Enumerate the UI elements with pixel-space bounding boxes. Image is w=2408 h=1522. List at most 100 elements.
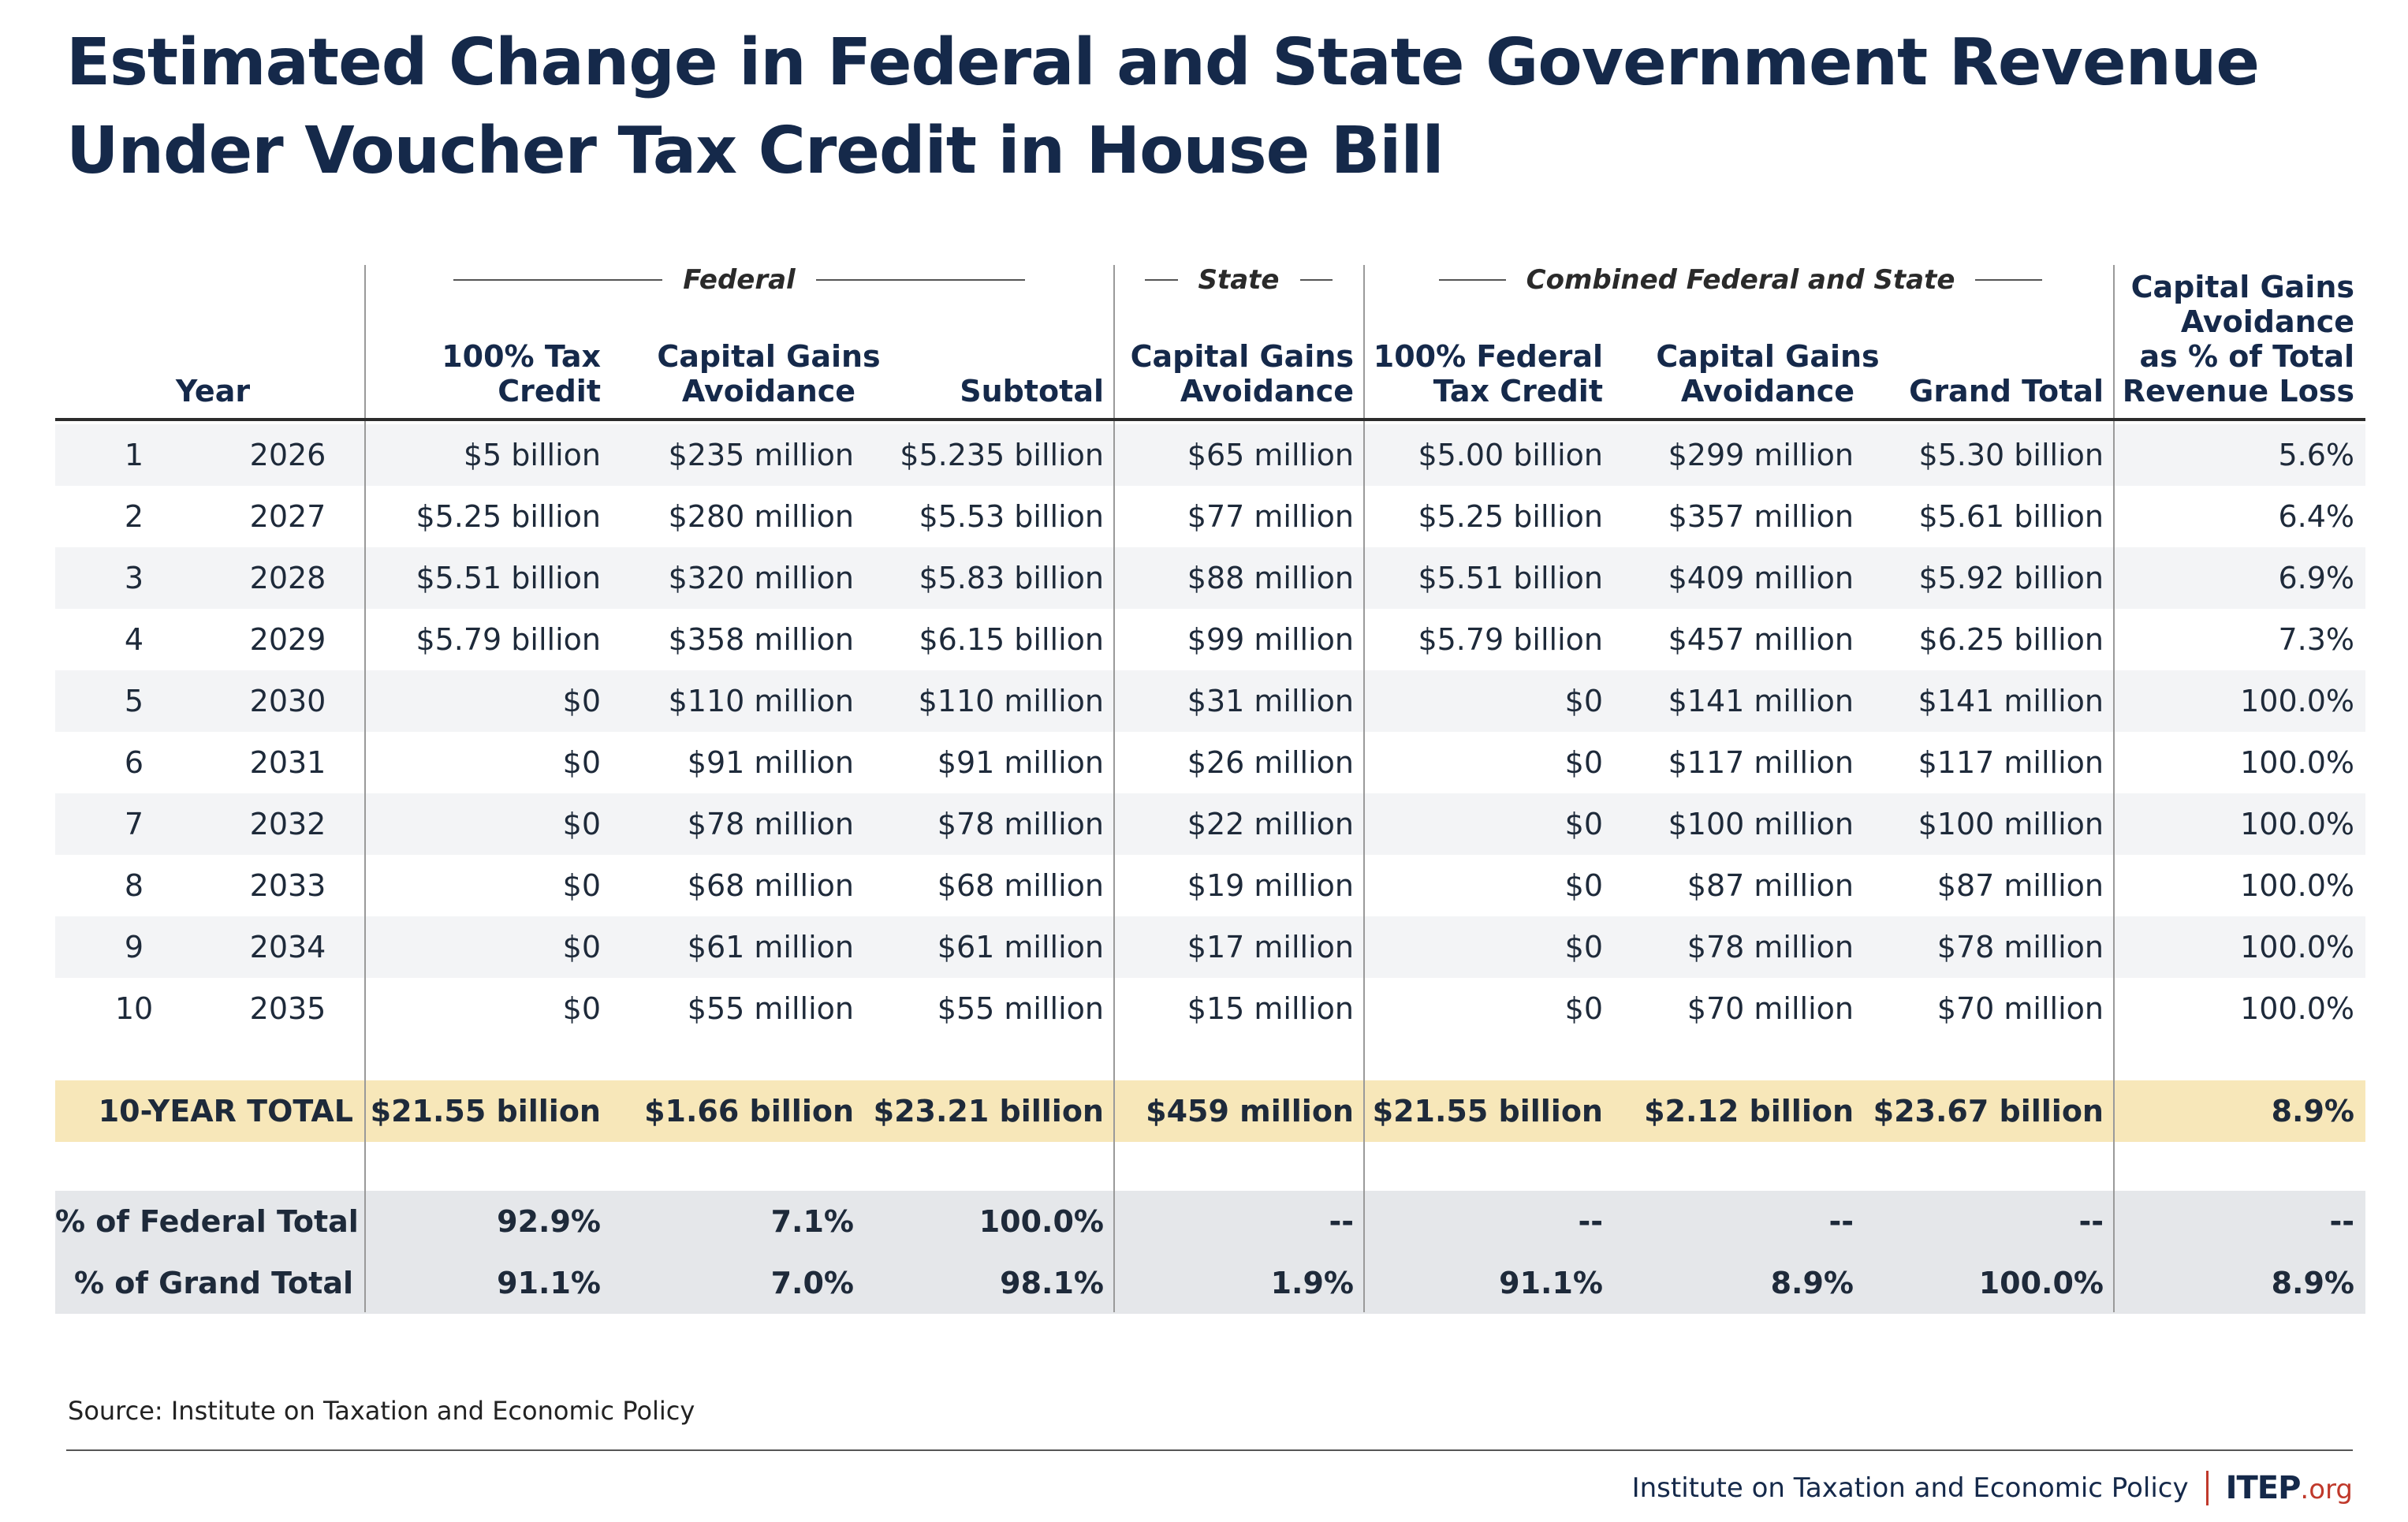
table-cell: $100 million xyxy=(1668,807,1854,841)
row-index: 9 xyxy=(124,930,144,964)
header-rule xyxy=(55,418,2365,421)
column-header-line: Capital Gains xyxy=(2130,270,2354,304)
column-separator xyxy=(364,265,366,1312)
summary-cell: 8.9% xyxy=(2271,1094,2354,1128)
table-cell: $6.15 billion xyxy=(919,622,1104,657)
column-header-line: Capital Gains xyxy=(1656,339,1880,374)
table-cell: $17 million xyxy=(1187,930,1354,964)
row-year: 2028 xyxy=(249,561,326,595)
summary-cell: 92.9% xyxy=(497,1204,601,1239)
table-cell: $0 xyxy=(1564,745,1603,780)
column-header-line: Subtotal xyxy=(960,374,1104,408)
column-header-pct-loss: Capital Gains Avoidance as % of Total Reven… xyxy=(2102,270,2354,408)
summary-cell: $23.67 billion xyxy=(1873,1094,2104,1128)
row-year: 2031 xyxy=(249,745,326,780)
table-cell: 5.6% xyxy=(2278,438,2354,472)
column-header-fed-cga: Capital Gains Avoidance xyxy=(643,339,895,408)
column-header-line: Avoidance xyxy=(681,374,856,408)
row-index: 3 xyxy=(124,561,144,595)
table-cell: $70 million xyxy=(1687,991,1854,1026)
table-cell: $5.51 billion xyxy=(1418,561,1603,595)
table-cell: 100.0% xyxy=(2240,991,2354,1026)
row-year: 2026 xyxy=(249,438,326,472)
column-header-line: Revenue Loss xyxy=(2122,374,2354,408)
table-cell: $78 million xyxy=(687,807,854,841)
table-cell: $141 million xyxy=(1918,684,2104,718)
column-header-line: Grand Total xyxy=(1909,374,2104,408)
table-cell: $299 million xyxy=(1668,438,1854,472)
footer-divider xyxy=(66,1449,2353,1451)
table-cell: $78 million xyxy=(1936,930,2104,964)
column-header-line: Tax Credit xyxy=(1433,374,1603,408)
table-cell: $26 million xyxy=(1187,745,1354,780)
summary-cell: 98.1% xyxy=(1000,1266,1104,1300)
table-cell: 6.9% xyxy=(2278,561,2354,595)
row-year: 2027 xyxy=(249,499,326,534)
summary-cell: $21.55 billion xyxy=(1372,1094,1603,1128)
table-cell: $5.51 billion xyxy=(416,561,601,595)
summary-cell: $459 million xyxy=(1146,1094,1354,1128)
table-cell: $457 million xyxy=(1668,622,1854,657)
summary-cell: 8.9% xyxy=(2271,1266,2354,1300)
table-cell: 100.0% xyxy=(2240,745,2354,780)
summary-cell: 1.9% xyxy=(1270,1266,1354,1300)
table-cell: $5.79 billion xyxy=(416,622,601,657)
group-rule-right xyxy=(1975,279,2043,281)
table-cell: $91 million xyxy=(687,745,854,780)
table-cell: 100.0% xyxy=(2240,868,2354,903)
footer-separator xyxy=(2205,1471,2209,1505)
group-header-federal: Federal xyxy=(453,260,1026,300)
table-cell: $15 million xyxy=(1187,991,1354,1026)
table-cell: $70 million xyxy=(1936,991,2104,1026)
summary-cell: 7.1% xyxy=(770,1204,854,1239)
title-line-1: Estimated Change in Federal and State Go… xyxy=(66,25,2260,100)
row-index: 6 xyxy=(124,745,144,780)
table-cell: $280 million xyxy=(668,499,854,534)
table-cell: $5 billion xyxy=(463,438,601,472)
group-label: Combined Federal and State xyxy=(1526,264,1955,296)
table-cell: $77 million xyxy=(1187,499,1354,534)
group-rule-left xyxy=(1145,279,1178,281)
table-cell: $68 million xyxy=(687,868,854,903)
table-cell: $55 million xyxy=(937,991,1104,1026)
logo-suffix: .org xyxy=(2300,1474,2353,1505)
column-header-grand-total: Grand Total xyxy=(1851,374,2104,408)
row-stripe xyxy=(55,424,2365,486)
row-stripe xyxy=(55,547,2365,609)
table-cell: $61 million xyxy=(687,930,854,964)
column-header-line: 100% Federal xyxy=(1373,339,1603,374)
table-cell: $55 million xyxy=(687,991,854,1026)
group-rule-left xyxy=(1439,279,1506,281)
summary-cell: $23.21 billion xyxy=(873,1094,1104,1128)
table-cell: $99 million xyxy=(1187,622,1354,657)
column-header-year: Year xyxy=(175,374,251,408)
table-cell: $100 million xyxy=(1918,807,2104,841)
group-header-combined: Combined Federal and State xyxy=(1439,260,2043,300)
source-note: Source: Institute on Taxation and Econom… xyxy=(68,1396,695,1426)
footer: Institute on Taxation and Economic Polic… xyxy=(1632,1468,2353,1508)
table-cell: $235 million xyxy=(668,438,854,472)
table-cell: $0 xyxy=(562,684,601,718)
table-cell: $19 million xyxy=(1187,868,1354,903)
footer-org-name: Institute on Taxation and Economic Polic… xyxy=(1631,1472,2189,1504)
summary-cell: -- xyxy=(2078,1204,2104,1239)
column-header-line: Capital Gains xyxy=(1130,339,1354,374)
total-row-band xyxy=(55,1080,2365,1142)
group-header-state: State xyxy=(1145,260,1333,300)
summary-cell: $2.12 billion xyxy=(1644,1094,1854,1128)
group-rule-right xyxy=(1299,279,1333,281)
table-cell: $0 xyxy=(562,745,601,780)
column-header-fed-credit: 100% Tax Credit xyxy=(349,339,601,408)
pct-grand-total-row-label: % of Grand Total xyxy=(73,1266,353,1300)
table-cell: $5.92 billion xyxy=(1918,561,2104,595)
table-cell: $5.79 billion xyxy=(1418,622,1603,657)
table-cell: $357 million xyxy=(1668,499,1854,534)
table-cell: $65 million xyxy=(1187,438,1354,472)
table-cell: 100.0% xyxy=(2240,930,2354,964)
row-stripe xyxy=(55,670,2365,732)
table-cell: $87 million xyxy=(1687,868,1854,903)
summary-cell: 91.1% xyxy=(497,1266,601,1300)
table-cell: $5.00 billion xyxy=(1418,438,1603,472)
table-cell: $5.25 billion xyxy=(1418,499,1603,534)
